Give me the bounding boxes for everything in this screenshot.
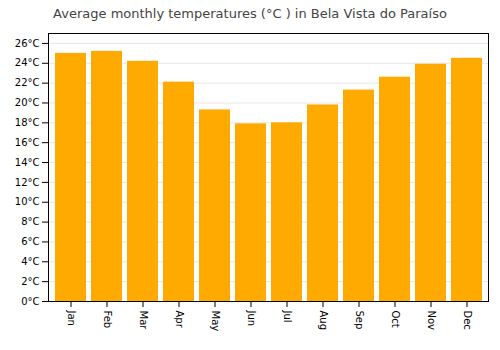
svg-text:Sep: Sep: [354, 311, 365, 330]
svg-text:Jan: Jan: [66, 310, 77, 326]
svg-text:2°C: 2°C: [21, 276, 39, 287]
svg-text:Dec: Dec: [462, 311, 473, 330]
html-text:Average monthly temperatures (: Average monthly temperatures (°C ) in Be…: [53, 6, 447, 21]
svg-text:Nov: Nov: [426, 311, 437, 331]
svg-text:8°C: 8°C: [21, 216, 39, 227]
svg-text:24°C: 24°C: [15, 57, 40, 68]
svg-text:Mar: Mar: [138, 311, 149, 331]
svg-text:6°C: 6°C: [21, 236, 39, 247]
svg-text:16°C: 16°C: [15, 137, 40, 148]
svg-text:Jun: Jun: [246, 310, 257, 327]
svg-text:4°C: 4°C: [21, 256, 39, 267]
svg-text:12°C: 12°C: [15, 177, 40, 188]
svg-text:Apr: Apr: [174, 311, 185, 329]
svg-text:Oct: Oct: [390, 311, 401, 328]
svg-text:Jul: Jul: [282, 310, 293, 323]
svg-text:Feb: Feb: [102, 311, 113, 329]
svg-text:10°C: 10°C: [15, 196, 40, 207]
svg-text:22°C: 22°C: [15, 77, 40, 88]
svg-text:20°C: 20°C: [15, 97, 40, 108]
svg-text:18°C: 18°C: [15, 117, 40, 128]
svg-text:Aug: Aug: [318, 311, 329, 331]
svg-text:26°C: 26°C: [15, 38, 40, 49]
svg-text:May: May: [210, 311, 221, 332]
svg-text:0°C: 0°C: [21, 296, 39, 307]
svg-text:14°C: 14°C: [15, 157, 40, 168]
